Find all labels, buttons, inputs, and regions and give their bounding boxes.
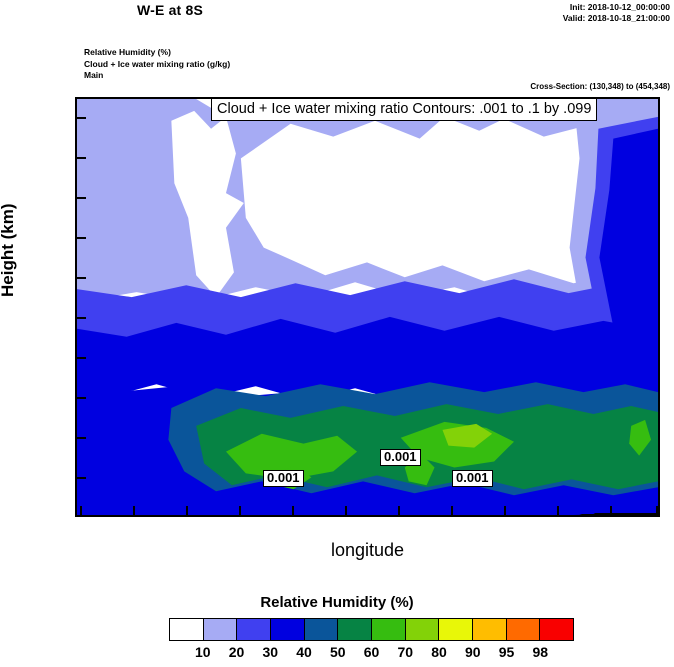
variable-line-1: Relative Humidity (%) [84, 47, 171, 57]
colorbar-tick-label: 98 [532, 644, 549, 660]
run-time-block: Init: 2018-10-12_00:00:00 Valid: 2018-10… [563, 2, 670, 24]
y-tickmark [77, 197, 86, 199]
y-tickmark [77, 397, 86, 399]
colorbar-tick-label: 30 [262, 644, 279, 660]
x-tickmark [504, 506, 506, 515]
colorbar-swatch [203, 619, 238, 640]
x-tickmark [557, 506, 559, 515]
y-tickmark [77, 357, 86, 359]
colorbar-tick-label: 60 [363, 644, 380, 660]
variable-description-block: Relative Humidity (%) Cloud + Ice water … [84, 47, 230, 82]
colorbar-swatch [473, 619, 507, 640]
colorbar-swatch [405, 619, 440, 640]
x-tickmark [80, 506, 82, 515]
colorbar-tick-label: 20 [228, 644, 245, 660]
variable-line-3: Main [84, 70, 104, 80]
colorbar-tick-labels: 10 20 30 40 50 60 70 80 90 95 98 [169, 644, 574, 664]
colorbar-swatch [372, 619, 406, 640]
y-tickmark [77, 477, 86, 479]
x-tickmark [239, 506, 241, 515]
contour-label-001-left: 0.001 [263, 470, 304, 487]
y-tickmark [77, 437, 86, 439]
x-tickmark [398, 506, 400, 515]
valid-time: Valid: 2018-10-18_21:00:00 [562, 13, 670, 23]
x-axis-title: longitude [330, 540, 405, 560]
contour-label-001-right: 0.001 [452, 470, 493, 487]
colorbar-tick-label: 10 [194, 644, 211, 660]
colorbar-tick-label: 90 [464, 644, 481, 660]
colorbar-title: Relative Humidity (%) [260, 594, 414, 611]
x-tickmark [186, 506, 188, 515]
init-time: Init: 2018-10-12_00:00:00 [569, 2, 670, 12]
colorbar-swatch [506, 619, 541, 640]
y-tickmark [77, 237, 86, 239]
x-tickmark [292, 506, 294, 515]
contour-title-box: Cloud + Ice water mixing ratio Contours:… [211, 99, 598, 121]
x-tickmark [133, 506, 135, 515]
colorbar-swatch [338, 619, 373, 640]
colorbar-swatch [304, 619, 339, 640]
colorbar-tick-label: 95 [498, 644, 515, 660]
cross-section-plot: Cloud + Ice water mixing ratio Contours:… [75, 97, 660, 517]
colorbar-swatch [439, 619, 474, 640]
cross-section-coordinates: Cross-Section: (130,348) to (454,348) [530, 82, 670, 91]
colorbar-tick-label: 70 [397, 644, 414, 660]
colorbar-swatch [170, 619, 204, 640]
colorbar-swatch [540, 619, 574, 640]
colorbar-tick-label: 80 [431, 644, 447, 660]
y-axis-title: Height (km) [0, 203, 17, 298]
x-tickmark [345, 506, 347, 515]
x-tickmark [610, 506, 612, 515]
x-tickmark [451, 506, 453, 515]
y-tickmark [77, 157, 86, 159]
colorbar-tick-label: 40 [296, 644, 312, 660]
y-tickmark [77, 317, 86, 319]
x-tickmark [656, 506, 658, 515]
colorbar-swatch [271, 619, 305, 640]
colorbar-swatch [237, 619, 272, 640]
colorbar-tick-label: 50 [329, 644, 346, 660]
colorbar [169, 618, 574, 641]
page-title: W-E at 8S [136, 2, 204, 18]
y-tickmark [77, 277, 86, 279]
relative-humidity-field [77, 99, 658, 515]
variable-line-2: Cloud + Ice water mixing ratio (g/kg) [84, 58, 231, 69]
contour-label-001-center: 0.001 [380, 449, 421, 466]
y-tickmark [77, 117, 86, 119]
